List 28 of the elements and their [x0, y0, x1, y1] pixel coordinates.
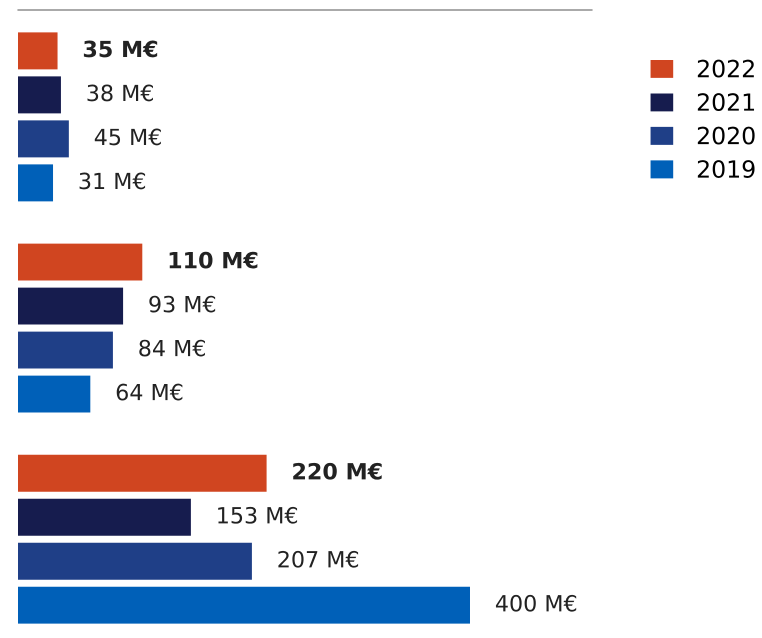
data-label: 31 M€ [80, 172, 146, 190]
legend-label: 2020 [698, 126, 755, 144]
bar [18, 498, 191, 536]
data-label: 38 M€ [87, 84, 153, 102]
bar [18, 120, 69, 158]
bar [18, 376, 90, 413]
data-label: 400 M€ [496, 594, 576, 612]
data-label: 45 M€ [94, 128, 161, 146]
data-label: 110 M€ [170, 252, 258, 269]
data-label: 153 M€ [218, 506, 298, 524]
legend-label: 2022 [698, 60, 754, 78]
bar [18, 32, 58, 70]
bar [18, 244, 142, 281]
data-label: 207 M€ [278, 550, 358, 568]
data-label: 84 M€ [139, 340, 205, 356]
bar [18, 586, 470, 624]
bar [18, 332, 113, 369]
data-label: 220 M€ [293, 462, 382, 480]
data-label: 64 M€ [116, 384, 182, 400]
legend-label: 2021 [698, 93, 754, 112]
bar [18, 164, 54, 202]
bar [18, 454, 267, 492]
data-label: 35 M€ [84, 40, 158, 58]
legend-label: 2019 [698, 160, 755, 178]
data-label: 93 M€ [149, 296, 216, 313]
bar [18, 76, 61, 114]
bar [18, 288, 124, 325]
bar [18, 542, 252, 580]
